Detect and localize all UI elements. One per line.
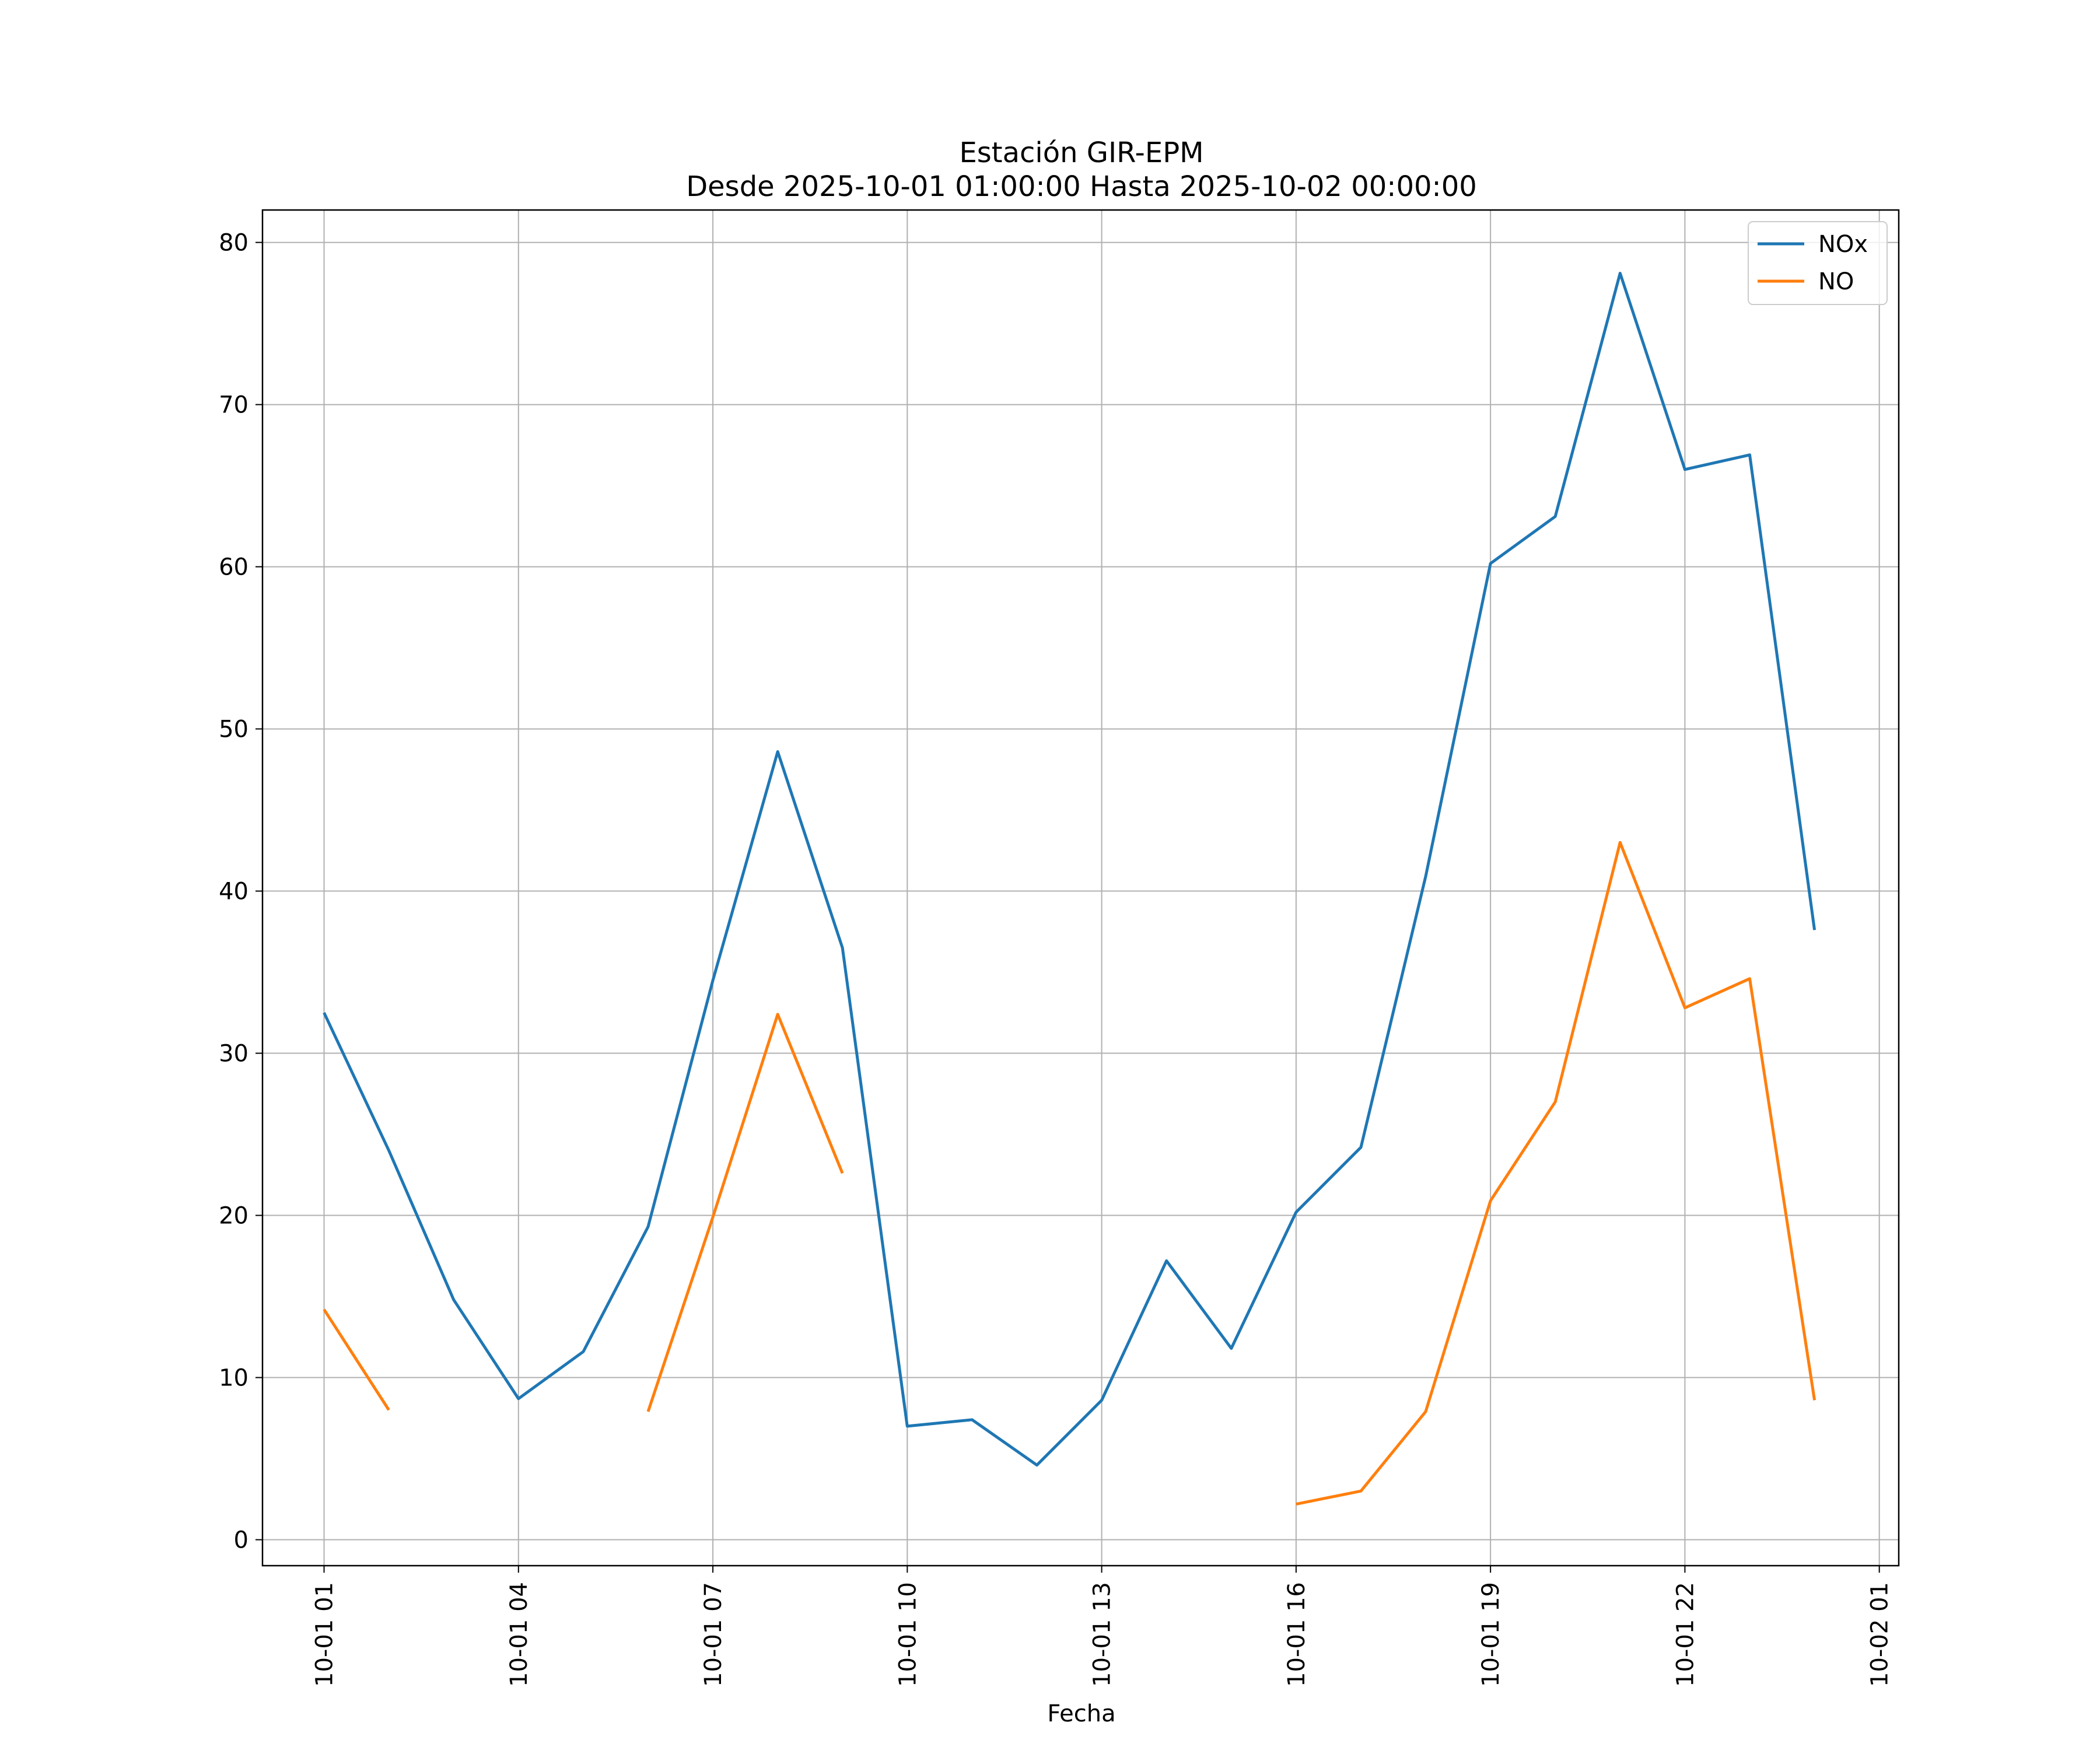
series-line-no [1296, 841, 1817, 1506]
x-axis-label: Fecha [1047, 1700, 1115, 1727]
legend-label-no: NO [1818, 268, 1854, 295]
legend: NOx NO [1748, 221, 1888, 305]
x-tick-label: 10-01 07 [700, 1582, 727, 1687]
y-tick-label: 60 [219, 554, 249, 581]
y-tick-label: 10 [219, 1365, 249, 1392]
y-tick-label: 70 [219, 392, 249, 419]
y-tick-label: 30 [219, 1041, 249, 1068]
y-tick-label: 0 [234, 1527, 249, 1554]
grid [262, 210, 1899, 1566]
legend-label-nox: NOx [1818, 231, 1868, 258]
x-tick-label: 10-01 16 [1283, 1582, 1310, 1687]
x-tick-label: 10-01 19 [1478, 1582, 1504, 1687]
y-tick-label: 20 [219, 1203, 249, 1230]
chart-subtitle: Desde 2025-10-01 01:00:00 Hasta 2025-10-… [686, 170, 1477, 203]
x-tick-label: 10-01 04 [506, 1582, 533, 1687]
axis-ticks: 10-01 01 10-01 04 10-01 07 10-01 10 10-01 13… [219, 230, 1894, 1687]
series-line-nox [323, 271, 1817, 1467]
x-tick-label: 10-01 22 [1672, 1582, 1699, 1687]
series-line-no [323, 1308, 390, 1411]
y-tick-label: 50 [219, 716, 249, 743]
x-tick-label: 10-01 13 [1089, 1582, 1116, 1687]
series-line-no [646, 1013, 844, 1412]
x-tick-label: 10-02 01 [1867, 1582, 1894, 1687]
x-tick-label: 10-01 10 [894, 1582, 921, 1687]
y-tick-label: 80 [219, 230, 249, 257]
x-tick-label: 10-01 01 [312, 1582, 338, 1687]
plot-frame [261, 209, 1900, 1567]
series-lines [323, 271, 1817, 1506]
chart-title: Estación GIR-EPM [959, 136, 1203, 169]
y-tick-label: 40 [219, 878, 249, 905]
